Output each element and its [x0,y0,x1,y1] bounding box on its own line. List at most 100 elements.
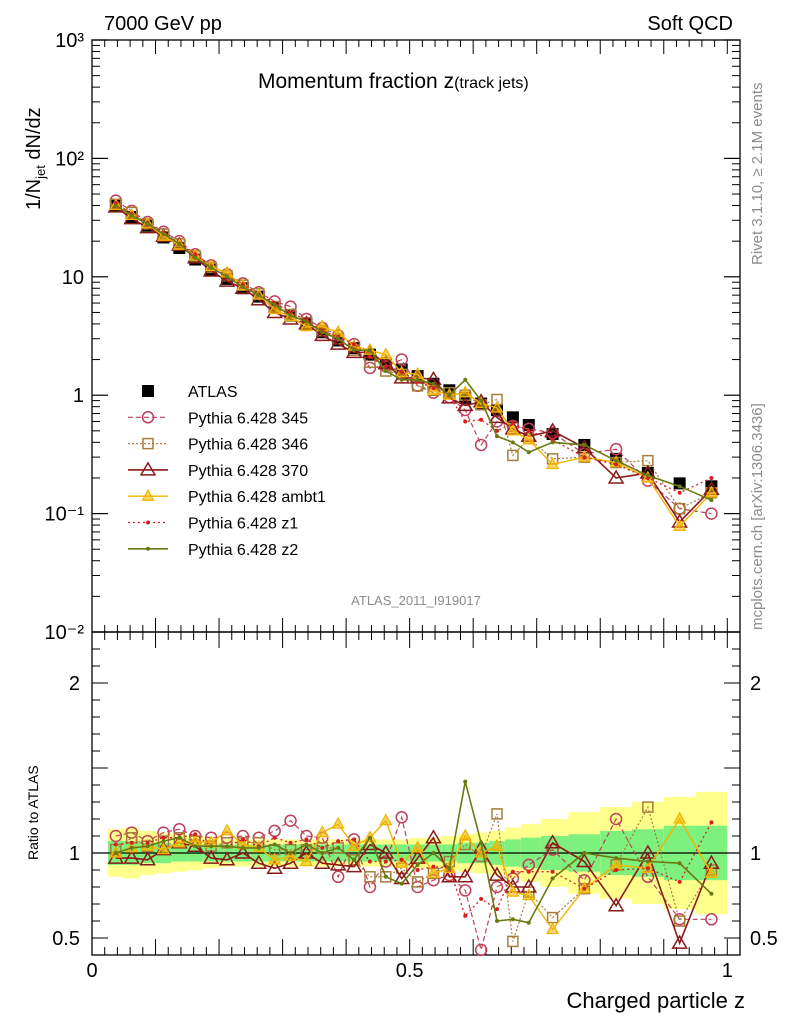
data-point-p370 [456,396,474,412]
data-point-z2 [193,255,198,260]
data-point-z2 [431,381,436,386]
ratio-point-ambt1 [458,828,472,841]
ratio-point-z2 [495,919,499,923]
data-point-z2 [463,377,468,382]
data-point-z2 [177,241,182,246]
legend-label: Pythia 6.428 345 [188,410,308,427]
ratio-axes: 0.5 0.5 1 1 2 2 0 0.5 1 [52,631,778,982]
data-point-z2 [614,458,619,463]
ratio-point-p370 [607,897,625,912]
ratio-point-z2 [272,842,277,847]
data-point-p370 [218,272,236,287]
ratio-point-z1 [240,837,245,842]
data-point-p370 [377,355,395,370]
data-point-z2 [288,313,293,318]
data-point-p370 [544,422,561,437]
ratio-point-z2 [709,891,714,896]
data-point-ambt1 [545,457,560,470]
ylabel-main: 1/Njet dN/dz [23,107,48,210]
data-point-z1 [367,355,372,360]
data-point-z1 [431,386,436,391]
plot-title-sub: (track jets) [454,75,529,92]
series-z2 [113,203,714,503]
ratio-point-z1 [161,835,166,840]
data-point-z2 [113,203,118,208]
data-point-z2 [447,393,452,398]
ratio-y-tick-label: 2 [69,673,80,695]
ratio-point-p370 [639,844,657,859]
data-point-z1 [479,417,484,422]
ratio-point-p370 [250,854,268,869]
series-line-z1 [115,202,712,494]
y-tick-label: 10³ [55,30,84,52]
ratio-point-p345 [395,811,408,824]
data-point-z1 [495,428,499,433]
ratio-point-z2 [145,844,150,849]
series-ambt1 [109,198,719,532]
ratio-point-z1 [550,869,555,874]
ratio-point-ambt1 [315,825,329,838]
ratio-point-p346 [642,801,654,813]
ratio-point-z1 [193,832,198,837]
ratio-point-p370 [576,853,593,868]
ratio-point-z1 [367,859,372,864]
data-point-p370 [329,335,347,350]
ratio-point-ambt1 [220,823,234,836]
legend-entry-p370: Pythia 6.428 370 [128,461,308,480]
ratio-point-z2 [383,874,388,879]
ratio-point-z2 [431,851,436,855]
data-point-z2 [336,336,341,341]
data-point-z1 [463,419,468,424]
ratio-point-p370 [488,866,506,881]
ratio-point-p370 [329,856,347,871]
data-point-z1 [510,421,515,426]
ratio-point-z1 [272,835,277,840]
data-point-z2 [320,330,325,335]
legend-marker-z2 [146,546,150,551]
ratio-point-z1 [526,869,531,874]
ratio-point-p370 [282,854,299,869]
mcplots-info: mcplots.cern.ch [arXiv:1306.3436] [749,403,766,630]
ratio-point-p345 [109,829,123,843]
ratio-point-p370 [266,859,283,875]
ratio-point-p370 [441,868,458,883]
data-point-z1 [582,455,587,460]
data-point-z2 [209,265,214,270]
ratio-point-p346 [507,935,519,948]
legend-label: Pythia 6.428 ambt1 [188,489,326,506]
ratio-point-ambt1 [379,813,393,826]
ratio-point-z2 [193,844,198,849]
legend-label: Pythia 6.428 370 [188,463,308,480]
data-point-z1 [677,490,682,495]
ratio-point-z2 [352,857,357,862]
data-point-p346 [507,449,519,462]
ratio-point-p370 [671,934,688,949]
legend-label: Pythia 6.428 z2 [188,542,298,559]
data-point-p345 [705,507,718,520]
y-tick-label: 10² [55,148,84,170]
ratio-point-z1 [495,907,499,912]
data-point-z2 [510,440,515,445]
ratio-point-p346 [364,871,376,883]
ratio-point-ambt1 [506,884,520,897]
legend-marker-p346 [142,437,154,450]
data-point-z1 [288,310,293,315]
y-tick-label: 10⁻¹ [45,504,85,526]
main-axes: 10⁻² 10⁻¹ 1 10 10² 10³ [45,30,741,644]
data-point-z2 [709,498,714,503]
ratio-point-z2 [447,866,452,871]
data-point-p370 [171,236,188,251]
ratio-point-z1 [415,868,420,872]
data-point-z2 [415,377,420,382]
ratio-point-z1 [582,886,587,891]
ratio-point-z1 [510,869,515,874]
data-point-z2 [272,302,277,307]
ratio-point-z2 [645,859,650,864]
ratio-y-tick-label: 0.5 [52,928,80,950]
ratio-point-ambt1 [545,922,560,935]
ratio-point-z2 [177,835,182,840]
data-point-p346 [642,454,654,467]
legend-label: Pythia 6.428 346 [188,437,308,454]
ratio-point-ambt1 [490,838,504,851]
ratio-point-p370 [234,844,252,859]
